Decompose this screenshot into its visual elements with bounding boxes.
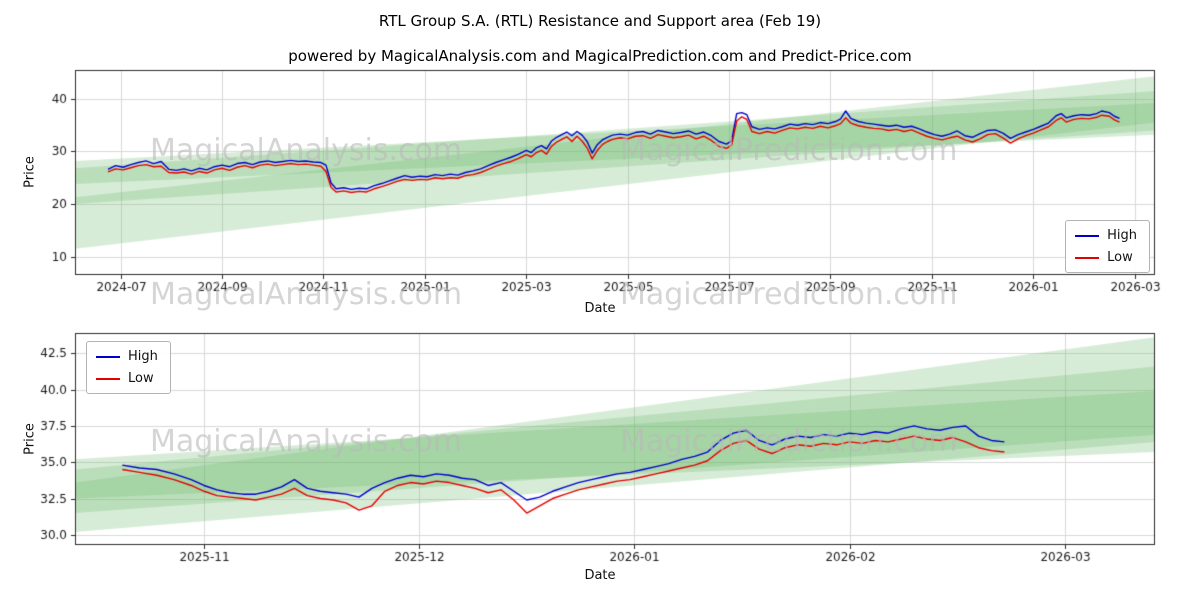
- legend-label-high: High: [128, 349, 158, 364]
- page-title: RTL Group S.A. (RTL) Resistance and Supp…: [378, 12, 822, 30]
- bottom-x-axis-label: Date: [584, 568, 616, 583]
- legend-entry-low: Low: [1075, 250, 1137, 265]
- page-subtitle: powered by MagicalAnalysis.com and Magic…: [288, 47, 912, 65]
- top-legend: High Low: [1065, 220, 1150, 273]
- high-line-swatch: [96, 355, 120, 358]
- legend-entry-high: High: [96, 349, 158, 364]
- high-line-swatch: [1075, 234, 1100, 237]
- legend-entry-high: High: [1075, 228, 1137, 243]
- bottom-legend: High Low: [86, 341, 171, 394]
- legend-label-high: High: [1107, 228, 1137, 243]
- bottom-y-axis-label: Price: [22, 423, 38, 455]
- top-x-axis-label: Date: [584, 301, 616, 316]
- legend-label-low: Low: [1107, 250, 1133, 265]
- low-line-swatch: [96, 377, 120, 380]
- legend-entry-low: Low: [96, 371, 158, 386]
- legend-label-low: Low: [128, 371, 154, 386]
- top-y-axis-label: Price: [22, 156, 38, 188]
- low-line-swatch: [1075, 256, 1100, 259]
